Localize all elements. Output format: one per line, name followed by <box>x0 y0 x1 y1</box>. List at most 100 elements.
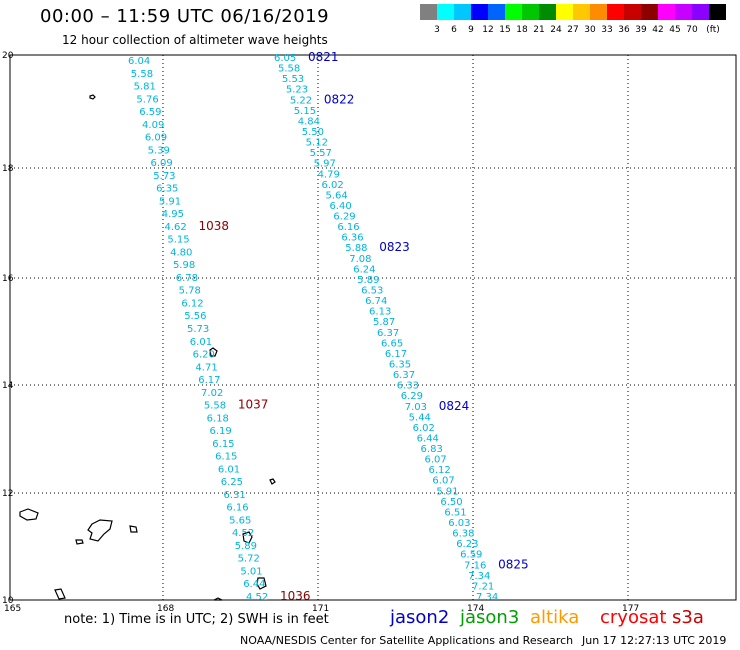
scale-label: 70 <box>686 25 698 34</box>
track2-swh-value: 5.88 <box>345 243 367 254</box>
scale-swatch <box>573 4 590 20</box>
track1-swh-value: 6.78 <box>176 273 198 284</box>
scale-label: 15 <box>499 25 510 34</box>
y-tick-label: 14 <box>2 381 14 391</box>
track1-swh-value: 6.12 <box>181 298 203 309</box>
scale-swatch <box>505 4 522 20</box>
track2-swh-value: 5.50 <box>302 127 324 138</box>
track2-swh-value: 5.64 <box>325 190 347 201</box>
scale-label: 9 <box>468 25 474 34</box>
y-tick-label: 12 <box>2 489 13 499</box>
island-outline <box>129 525 138 533</box>
y-tick-label: 18 <box>2 164 14 174</box>
map-frame <box>9 54 737 601</box>
track1-swh-value: 4.80 <box>170 247 192 258</box>
track2-swh-value: 5.89 <box>357 275 379 286</box>
track2-swh-value: 6.53 <box>361 286 383 297</box>
timestamp-text: Jun 17 12:27:13 UTC 2019 <box>582 634 727 647</box>
track1-swh-value: 6.31 <box>224 490 246 501</box>
scale-label: 33 <box>601 25 612 34</box>
track1-swh-value: 5.78 <box>179 286 201 297</box>
track1-swh-value: 6.15 <box>212 439 234 450</box>
track2-swh-value: 6.29 <box>401 391 423 402</box>
scale-label: (ft) <box>706 25 720 34</box>
island-outline <box>269 478 276 485</box>
track2-swh-value: 5.44 <box>409 412 431 423</box>
track2-swh-value: 6.29 <box>333 212 355 223</box>
track1-swh-value: 5.76 <box>136 94 158 105</box>
scale-swatch <box>488 4 505 20</box>
track1-swh-value: 6.17 <box>198 375 220 386</box>
track2-swh-value: 5.23 <box>286 85 308 96</box>
scale-label: 45 <box>669 25 680 34</box>
scale-swatch <box>437 4 454 20</box>
track2-swh-value: 5.87 <box>373 317 395 328</box>
scale-swatch <box>471 4 488 20</box>
scale-swatch <box>709 4 726 20</box>
y-tick-label: 20 <box>2 51 14 61</box>
scale-swatch <box>556 4 573 20</box>
island-outline <box>75 539 84 545</box>
track1-swh-value: 6.16 <box>226 503 248 514</box>
track1-swh-value: 6.01 <box>218 464 240 475</box>
map-subtitle: 12 hour collection of altimeter wave hei… <box>62 33 328 47</box>
track2-swh-value: 5.58 <box>278 64 300 75</box>
track2-swh-value: 6.59 <box>460 550 482 561</box>
track2-swh-value: 4.84 <box>298 116 320 127</box>
scale-label: 18 <box>516 25 528 34</box>
track2-swh-value: 6.23 <box>456 539 478 550</box>
track2-swh-value: 6.07 <box>425 455 447 466</box>
scale-swatch <box>454 4 471 20</box>
x-tick-label: 165 <box>4 604 21 614</box>
track2-swh-value: 6.40 <box>329 201 351 212</box>
track1-swh-value: 5.65 <box>229 515 251 526</box>
scale-label: 12 <box>482 25 493 34</box>
track2-swh-value: 6.35 <box>389 359 411 370</box>
track1-swh-value: 4.95 <box>162 209 184 220</box>
track2-swh-value: 6.38 <box>452 529 474 540</box>
scale-label: 21 <box>533 25 544 34</box>
x-tick-label: 177 <box>622 604 639 614</box>
scale-label: 24 <box>550 25 562 34</box>
credit-text: NOAA/NESDIS Center for Satellite Applica… <box>240 634 574 647</box>
track1-swh-value: 5.73 <box>153 171 175 182</box>
color-scale: 3 6 9 12 15 18 21 24 27 30 33 36 39 42 45 70 (ft) <box>420 4 726 34</box>
track2-swh-value: 6.83 <box>421 444 443 455</box>
track1-swh-value: 4.52 <box>246 592 268 603</box>
track2-swh-value: 6.16 <box>337 222 359 233</box>
track1-swh-value: 6.20 <box>193 350 215 361</box>
track1-swh-value: 6.15 <box>215 452 237 463</box>
track2-swh-value: 5.97 <box>314 159 336 170</box>
track1-swh-value: 6.44 <box>243 579 265 590</box>
track2-swh-value: 6.02 <box>322 180 344 191</box>
track2-swh-value: 7.34 <box>476 592 498 603</box>
scale-label: 39 <box>635 25 647 34</box>
island-outline <box>19 508 39 521</box>
track2-swh-value: 6.74 <box>365 296 387 307</box>
track1-swh-value: 6.35 <box>156 184 178 195</box>
track1-swh-value: 7.02 <box>201 388 223 399</box>
track1-swh-value: 5.91 <box>159 196 181 207</box>
track1-swh-value: 5.01 <box>240 566 262 577</box>
scale-swatch <box>641 4 658 20</box>
track2-swh-value: 5.57 <box>310 148 332 159</box>
scale-label: 6 <box>451 25 457 34</box>
track1-swh-value: 6.01 <box>190 337 212 348</box>
track1-swh-value: 5.39 <box>148 145 170 156</box>
x-tick-label: 174 <box>467 604 484 614</box>
track2-swh-value: 6.65 <box>381 338 403 349</box>
mission-cryosat: cryosat <box>600 607 667 628</box>
scale-swatch <box>607 4 624 20</box>
track1-swh-value: 6.04 <box>128 56 150 67</box>
track1-swh-value: 6.09 <box>150 158 172 169</box>
track1-time-label: 1036 <box>280 589 311 603</box>
island-outline <box>213 597 223 601</box>
track2-swh-value: 6.02 <box>413 423 435 434</box>
map-title: 00:00 – 11:59 UTC 06/16/2019 <box>40 6 330 27</box>
track2-swh-value: 6.36 <box>341 233 363 244</box>
island-outline <box>89 94 96 100</box>
scale-label: 30 <box>584 25 596 34</box>
track1-swh-value: 5.72 <box>238 554 260 565</box>
track2-swh-value: 5.91 <box>436 486 458 497</box>
mission-jason2: jason2 <box>390 607 450 628</box>
